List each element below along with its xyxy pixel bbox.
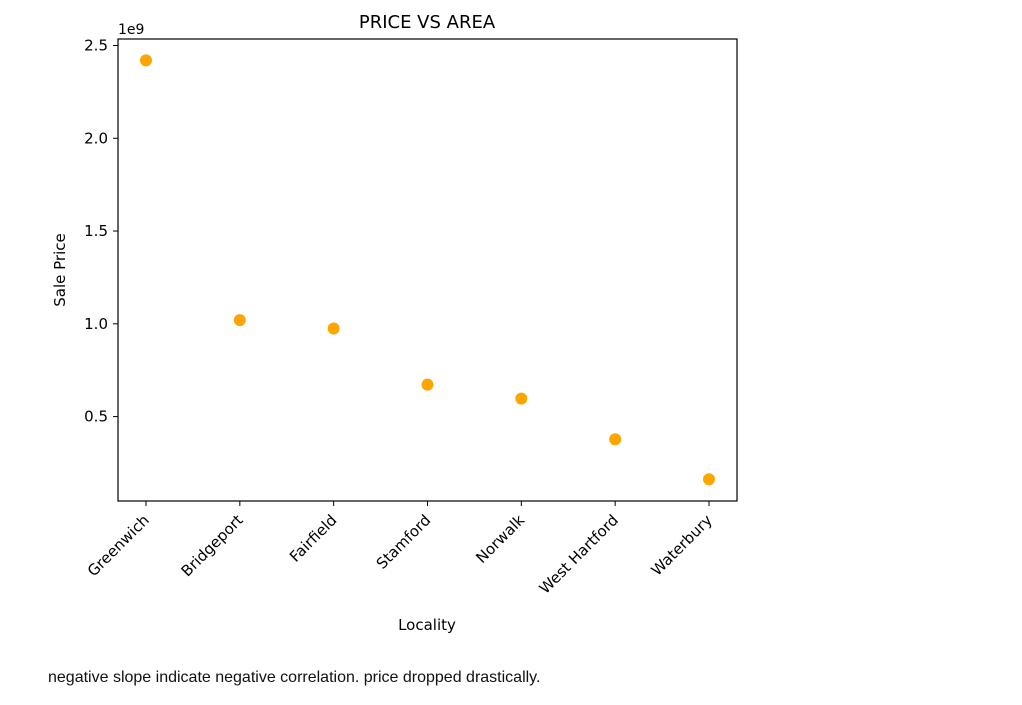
x-tick-label: West Hartford (536, 511, 622, 597)
chart-title: PRICE VS AREA (359, 12, 496, 33)
x-tick-label: Norwalk (472, 511, 528, 567)
y-offset-label: 1e9 (118, 22, 144, 38)
x-axis-label: Locality (398, 616, 456, 634)
y-tick-label: 1.0 (84, 315, 108, 333)
y-tick-label: 0.5 (84, 408, 108, 426)
data-point (140, 54, 152, 67)
y-tick-label: 1.5 (84, 222, 108, 240)
caption-text: negative slope indicate negative correla… (48, 669, 541, 686)
x-tick-label: Stamford (373, 511, 435, 573)
y-axis-label: Sale Price (51, 233, 69, 306)
plot-frame (117, 38, 738, 502)
data-point (609, 433, 622, 446)
scatter-chart: PRICE VS AREA 1e9 Sale Price Locality 0.… (51, 12, 738, 634)
data-point (515, 392, 528, 405)
data-point (703, 473, 715, 486)
x-tick-label: Greenwich (84, 511, 153, 580)
x-tick-label: Bridgeport (178, 511, 247, 580)
y-ticks: 0.5 1.0 1.5 2.0 2.5 (84, 36, 118, 426)
data-points (140, 54, 715, 486)
x-ticks: Greenwich Bridgeport Fairfield Stamford Norw… (84, 501, 716, 597)
x-tick-label: Fairfield (286, 511, 341, 566)
y-tick-label: 2.0 (84, 129, 108, 147)
data-point (421, 378, 434, 391)
y-tick-label: 2.5 (84, 36, 108, 54)
data-point (327, 322, 340, 335)
x-tick-label: Waterbury (648, 511, 716, 579)
data-point (233, 314, 246, 327)
